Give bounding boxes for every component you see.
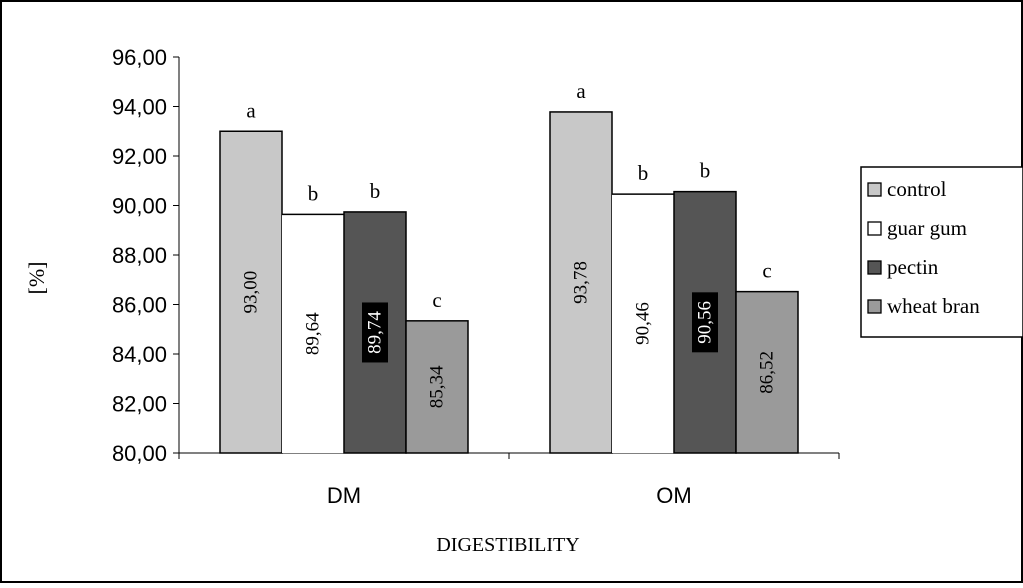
bar — [405, 320, 469, 454]
significance-letter: a — [576, 79, 586, 103]
y-tick-label: 90,00 — [112, 194, 167, 219]
bar — [549, 111, 613, 454]
value-label-bg — [692, 292, 718, 353]
value-label: 90,56 — [695, 301, 716, 344]
value-label: 93,78 — [571, 261, 592, 304]
value-label: 90,46 — [633, 302, 654, 345]
x-axis-label: DIGESTIBILITY — [436, 534, 579, 556]
legend: control guar gum pectin wheat bran — [860, 166, 1023, 338]
y-axis-label: [%] — [24, 262, 49, 295]
legend-label: pectin — [887, 255, 939, 279]
x-tick-label: DM — [327, 483, 361, 508]
value-label: 89,74 — [365, 311, 386, 354]
significance-letter: b — [638, 161, 649, 185]
bar — [219, 130, 283, 454]
value-label-bg — [362, 302, 388, 363]
significance-letter: b — [370, 179, 381, 203]
significance-letter: c — [432, 288, 441, 312]
value-label: 85,34 — [427, 365, 448, 408]
y-tick-label: 92,00 — [112, 144, 167, 169]
legend-swatch — [867, 182, 882, 197]
y-tick-label: 80,00 — [112, 441, 167, 466]
labels-group: a 93,00 b 89,64 b 89,74 c 85,34 a 93,78 b 90,46 b 90,… — [241, 79, 778, 408]
axes: 80,00 82,00 84,00 86,00 88,00 90,00 92,00 94,00… — [112, 45, 840, 508]
significance-letter: b — [308, 181, 319, 205]
legend-label: guar gum — [887, 216, 967, 240]
legend-swatch — [867, 299, 882, 314]
value-label: 89,64 — [303, 312, 324, 355]
y-tick-label: 82,00 — [112, 392, 167, 417]
value-label: 93,00 — [241, 271, 262, 314]
legend-label: control — [887, 177, 947, 201]
y-tick-label: 96,00 — [112, 45, 167, 70]
significance-letter: b — [700, 159, 711, 183]
bar — [612, 194, 674, 454]
bar — [282, 214, 344, 453]
bar — [735, 290, 799, 454]
value-label: 86,52 — [757, 351, 778, 394]
y-tick-label: 94,00 — [112, 95, 167, 120]
significance-letter: a — [246, 98, 256, 122]
legend-swatch — [867, 221, 882, 236]
x-tick-label: OM — [656, 483, 691, 508]
y-tick-label: 86,00 — [112, 293, 167, 318]
y-tick-label: 84,00 — [112, 342, 167, 367]
y-tick-label: 88,00 — [112, 243, 167, 268]
legend-swatch — [867, 260, 882, 275]
significance-letter: c — [762, 259, 771, 283]
legend-box — [860, 166, 1023, 338]
legend-label: wheat bran — [887, 294, 980, 318]
